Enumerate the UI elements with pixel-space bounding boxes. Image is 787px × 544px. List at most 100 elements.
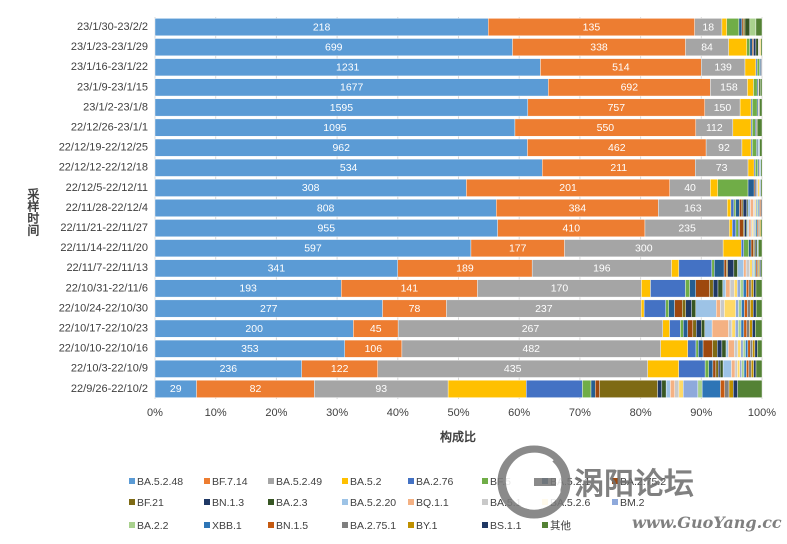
bar-segment	[744, 299, 748, 318]
legend-label: BM.2	[620, 497, 645, 509]
bar-segment	[744, 58, 757, 77]
x-tick-label: 20%	[265, 407, 287, 419]
legend-label: BQ.1.1	[416, 497, 449, 509]
bar-segment	[704, 359, 709, 378]
data-label: 410	[563, 222, 581, 234]
x-tick-label: 60%	[508, 407, 530, 419]
bar-segment	[731, 319, 736, 338]
data-label: 141	[401, 283, 419, 295]
data-label: 84	[701, 41, 713, 53]
legend-swatch	[268, 499, 274, 505]
bar-segment	[760, 199, 763, 217]
bar-segment	[722, 359, 732, 378]
bar-segment	[650, 279, 686, 298]
category-label: 22/11/14-22/11/20	[60, 242, 148, 254]
bar-segment	[709, 279, 714, 298]
bar-segment	[728, 339, 735, 358]
legend-label: BA.5.2.20	[350, 497, 396, 509]
bar-segment	[755, 38, 759, 57]
bar-segment	[739, 98, 752, 117]
bar-segment	[526, 380, 583, 398]
bar-segment	[683, 380, 699, 398]
bar-segment	[731, 359, 736, 378]
bar-segment	[723, 259, 727, 278]
bar-segment	[732, 118, 752, 137]
bar-segment	[665, 380, 671, 398]
bar-segment	[678, 259, 713, 278]
bar-segment	[756, 118, 763, 137]
category-label: 22/12/26-23/1/1	[71, 121, 148, 133]
legend-swatch	[612, 478, 618, 484]
bar-segment	[744, 219, 747, 237]
bar-segment	[732, 219, 737, 237]
legend-label: BA.2.75.1	[350, 520, 396, 532]
bar-segment	[717, 279, 724, 298]
legend-label: BA.5.2.48	[137, 476, 183, 488]
category-label: 22/10/3-22/10/9	[71, 363, 148, 375]
bar-segment	[737, 339, 741, 358]
bar-segment	[720, 299, 725, 318]
bar-segment	[729, 279, 735, 298]
data-label: 18	[702, 21, 714, 33]
data-label: 550	[597, 122, 615, 134]
bar-segment	[760, 179, 763, 197]
bar-segment	[697, 380, 703, 398]
data-label: 235	[678, 222, 696, 234]
legend-swatch	[268, 522, 274, 528]
data-label: 1677	[340, 82, 364, 94]
bar-segment	[721, 18, 727, 36]
watermark-url: www.GuoYang.cc	[632, 513, 782, 532]
bar-segment	[752, 339, 756, 358]
bar-segment	[747, 78, 754, 97]
data-label: 45	[370, 323, 382, 335]
bar-segment	[582, 380, 592, 398]
data-label: 201	[559, 182, 577, 194]
bar-segment	[687, 319, 694, 338]
category-label: 22/10/10-22/10/16	[59, 343, 148, 355]
bar-segment	[750, 279, 754, 298]
data-label: 808	[317, 202, 335, 214]
bar-segment	[734, 279, 738, 298]
bar-segment	[737, 259, 744, 278]
bar-segment	[735, 199, 740, 217]
bar-segment	[695, 339, 699, 358]
x-tick-label: 80%	[630, 407, 652, 419]
bar-segment	[758, 239, 763, 258]
bar-segment	[687, 339, 697, 358]
x-tick-label: 40%	[387, 407, 409, 419]
category-label: 22/10/31-22/11/6	[66, 282, 148, 294]
bar-segment	[739, 199, 743, 217]
bar-segment	[743, 319, 747, 338]
bar-segment	[739, 359, 742, 378]
legend-label: BN.1.3	[212, 497, 244, 509]
data-label: 40	[684, 182, 696, 194]
bar-segment	[735, 319, 739, 338]
legend-label: BA.2.3	[276, 497, 308, 509]
legend-swatch	[408, 478, 414, 484]
bar-segment	[759, 98, 763, 117]
x-tick-label: 0%	[147, 407, 163, 419]
bar-segment	[742, 18, 746, 36]
bar-segment	[711, 259, 715, 278]
category-label: 22/11/28-22/12/4	[66, 202, 148, 214]
category-label: 23/1/9-23/1/15	[77, 81, 148, 93]
bar-segment	[741, 299, 745, 318]
bar-segment	[750, 239, 754, 258]
bar-segment	[750, 339, 753, 358]
bar-segment	[712, 279, 719, 298]
data-label: 514	[612, 62, 630, 74]
data-label: 73	[716, 162, 728, 174]
category-label: 22/10/24-22/10/30	[59, 302, 148, 314]
bar-segment	[750, 299, 754, 318]
data-label: 177	[509, 242, 527, 254]
bar-segment	[737, 279, 741, 298]
legend-label: BA.2.76	[416, 476, 454, 488]
data-label: 189	[456, 263, 474, 275]
bar-segment	[740, 319, 745, 338]
bar-segment	[674, 299, 683, 318]
bar-segment	[759, 138, 763, 157]
legend-label: BS.1.1	[490, 520, 522, 532]
bar-segment	[748, 219, 752, 237]
bar-segment	[747, 299, 751, 318]
bar-segment	[757, 339, 763, 358]
